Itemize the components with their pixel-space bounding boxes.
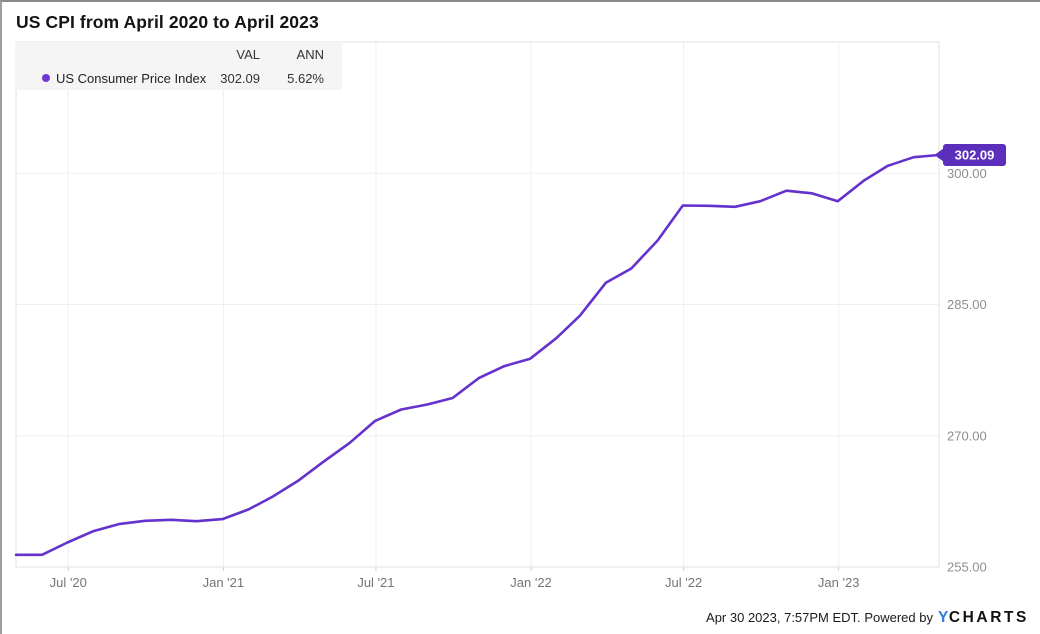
footer-powered-by-label: Powered by xyxy=(864,610,933,625)
x-axis-label: Jul '20 xyxy=(50,575,87,590)
legend-col-ann: ANN xyxy=(296,46,324,62)
plot-border xyxy=(15,41,940,568)
ycharts-y-icon: Y xyxy=(937,609,949,626)
last-value-tag xyxy=(943,143,1006,166)
legend-col-val: VAL xyxy=(236,46,260,62)
chart-title: US CPI from April 2020 to April 2023 xyxy=(16,12,319,32)
last-value-label: 302.09 xyxy=(955,147,995,162)
series-dot-icon xyxy=(42,74,50,82)
x-axis-label: Jul '22 xyxy=(665,575,702,590)
x-axis-label: Jan '23 xyxy=(818,575,860,590)
y-axis-label: 300.00 xyxy=(947,166,987,181)
last-value-tag-arrow xyxy=(934,147,944,162)
series-val: 302.09 xyxy=(220,70,260,86)
y-axis-label: 270.00 xyxy=(947,428,987,443)
series-ann: 5.62% xyxy=(287,70,324,86)
x-axis-label: Jul '21 xyxy=(357,575,394,590)
series-line[interactable] xyxy=(14,153,941,557)
x-axis-label: Jan '21 xyxy=(203,575,245,590)
x-axis-label: Jan '22 xyxy=(510,575,552,590)
series-label: US Consumer Price Index xyxy=(56,70,207,86)
ycharts-logo[interactable]: YCHARTS xyxy=(938,609,1029,627)
legend-series-item[interactable]: US Consumer Price Index xyxy=(15,71,208,86)
legend: VAL ANN US Consumer Price Index 302.09 5… xyxy=(15,42,342,90)
y-axis-label: 285.00 xyxy=(947,297,987,312)
y-axis-label: 255.00 xyxy=(947,560,987,575)
ycharts-wordmark: CHARTS xyxy=(948,609,1029,626)
chart-footer: Apr 30 2023, 7:57PM EDT. Powered by YCHA… xyxy=(706,609,1029,627)
footer-timestamp: Apr 30 2023, 7:57PM EDT. xyxy=(706,610,861,625)
